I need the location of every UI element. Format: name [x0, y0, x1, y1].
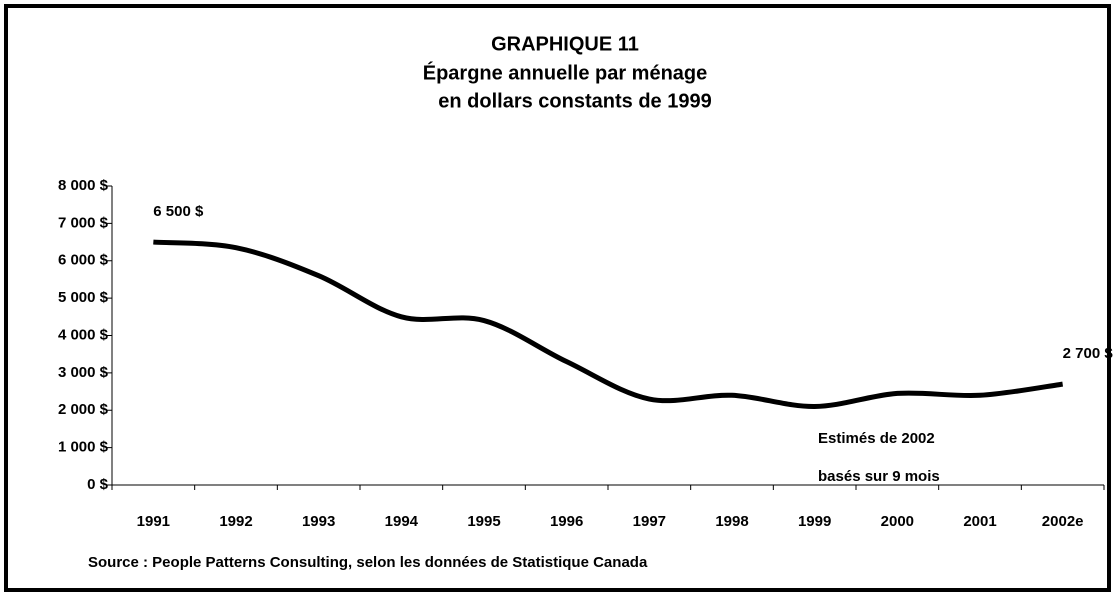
annotation: Estimés de 2002	[818, 430, 935, 447]
x-tick-label: 1997	[633, 513, 666, 530]
x-tick-label: 1993	[302, 513, 335, 530]
x-tick-label: 1991	[137, 513, 170, 530]
y-tick-label: 4 000 $	[58, 326, 109, 343]
y-tick-label: 0 $	[87, 476, 109, 493]
annotation: basés sur 9 mois	[818, 468, 940, 485]
data-label: 2 700 $	[1063, 345, 1114, 362]
x-tick-label: 1996	[550, 513, 583, 530]
x-tick-label: 1992	[219, 513, 252, 530]
x-tick-label: 2000	[881, 513, 914, 530]
frame	[4, 4, 1111, 592]
y-tick-label: 3 000 $	[58, 364, 109, 381]
chart-title: GRAPHIQUE 11	[491, 33, 639, 55]
x-tick-label: 1999	[798, 513, 831, 530]
line	[153, 239, 1064, 410]
source: Source : People Patterns Consulting, sel…	[88, 554, 648, 571]
x-tick-label: 2001	[963, 513, 996, 530]
y-tick-label: 7 000 $	[58, 214, 109, 231]
y-tick-label: 2 000 $	[58, 401, 109, 418]
chart-title: en dollars constants de 1999	[438, 90, 711, 112]
x-tick-label: 1995	[467, 513, 500, 530]
chart-title: Épargne annuelle par ménage	[423, 61, 708, 84]
x-tick-label: 2002e	[1042, 513, 1084, 530]
y-tick-label: 8 000 $	[58, 177, 109, 194]
y-tick-label: 1 000 $	[58, 439, 109, 456]
y-tick-label: 6 000 $	[58, 252, 109, 269]
data-label: 6 500 $	[153, 203, 204, 220]
x-tick-label: 1994	[385, 513, 419, 530]
x-tick-label: 1998	[715, 513, 748, 530]
y-tick-label: 5 000 $	[58, 289, 109, 306]
